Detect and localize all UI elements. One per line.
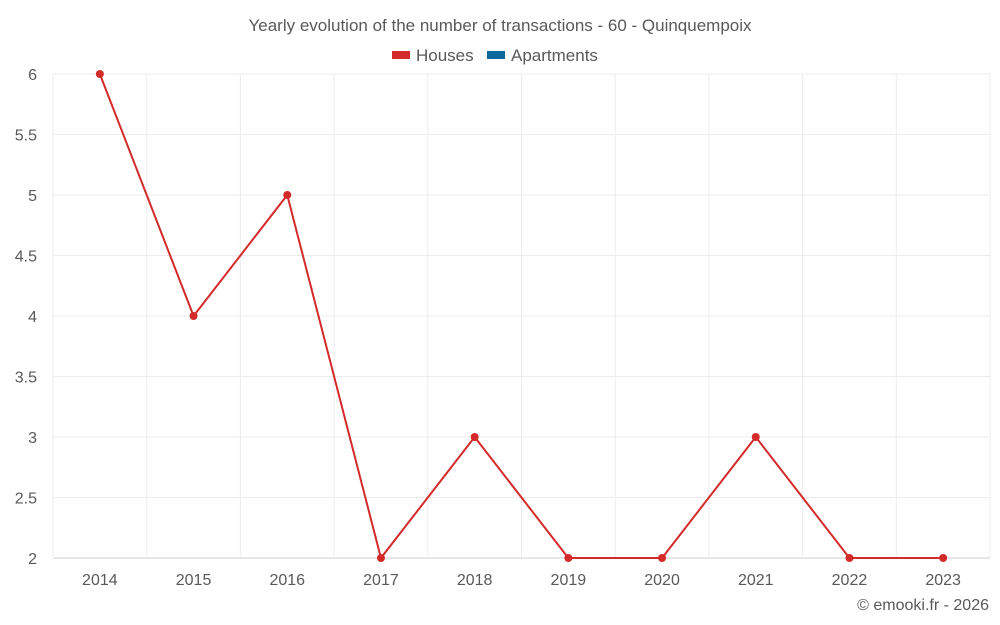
- x-axis: 2014 2015 2016 2017 2018 2019 2020 2021 2022 2023: [82, 572, 961, 589]
- data-point-houses: [376, 554, 385, 562]
- data-point-houses: [751, 433, 760, 441]
- y-axis: 6 5.5 5 4.5 4 3.5 3 2.5 2: [15, 67, 37, 568]
- legend: Houses Apartments: [392, 46, 598, 65]
- x-tick-label: 2021: [738, 572, 774, 589]
- y-tick-label: 5: [28, 188, 37, 205]
- data-point-houses: [939, 554, 948, 562]
- x-tick-label: 2017: [363, 572, 399, 589]
- series-line-houses: [98, 73, 944, 559]
- data-point-houses: [564, 554, 573, 562]
- x-tick-label: 2022: [832, 572, 868, 589]
- y-tick-label: 3.5: [15, 370, 37, 387]
- x-tick-label: 2020: [644, 572, 680, 589]
- data-point-houses: [189, 312, 198, 320]
- series-layer: [95, 70, 948, 562]
- legend-item-apartments: Apartments: [487, 46, 598, 65]
- data-point-houses: [845, 554, 854, 562]
- y-tick-label: 2.5: [15, 491, 37, 508]
- legend-item-houses: Houses: [392, 46, 474, 65]
- y-tick-label: 2: [28, 551, 37, 568]
- x-tick-label: 2019: [551, 572, 587, 589]
- legend-label: Houses: [416, 46, 474, 65]
- data-point-houses: [658, 554, 667, 562]
- x-tick-label: 2018: [457, 572, 493, 589]
- data-point-houses: [283, 191, 292, 199]
- x-tick-label: 2023: [925, 572, 961, 589]
- y-tick-label: 3: [28, 430, 37, 447]
- y-tick-label: 4: [28, 309, 37, 326]
- y-tick-label: 4.5: [15, 249, 37, 266]
- data-point-houses: [470, 433, 479, 441]
- y-tick-label: 5.5: [15, 128, 37, 145]
- legend-swatch: [487, 51, 505, 59]
- y-tick-label: 6: [28, 67, 37, 84]
- legend-swatch: [392, 51, 410, 59]
- legend-label: Apartments: [511, 46, 598, 65]
- x-tick-label: 2016: [269, 572, 305, 589]
- data-point-houses: [95, 70, 104, 78]
- x-tick-label: 2014: [82, 572, 118, 589]
- credit-text: © emooki.fr - 2026: [857, 597, 989, 614]
- grid: [52, 73, 991, 559]
- chart-title: Yearly evolution of the number of transa…: [248, 16, 752, 35]
- x-tick-label: 2015: [176, 572, 212, 589]
